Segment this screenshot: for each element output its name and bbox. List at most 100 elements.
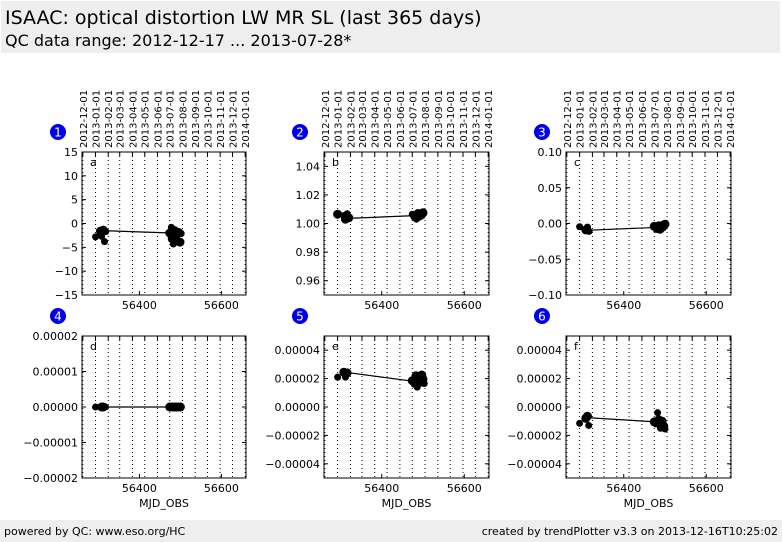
date-tick-label: 2014-01-01 bbox=[484, 90, 495, 148]
date-tick-label: 2013-10-01 bbox=[688, 90, 699, 148]
x-tick-label: 56600 bbox=[447, 482, 482, 495]
data-point bbox=[420, 380, 428, 388]
date-tick-label: 2013-06-01 bbox=[396, 90, 407, 148]
data-point bbox=[585, 227, 593, 235]
y-tick-label: 5 bbox=[71, 194, 78, 207]
y-tick-label: −0.05 bbox=[528, 253, 562, 266]
x-tick-label: 56600 bbox=[689, 482, 724, 495]
data-point bbox=[654, 409, 662, 417]
y-tick-label: 0.00000 bbox=[275, 401, 321, 414]
y-tick-label: 0.98 bbox=[296, 246, 321, 259]
date-tick-label: 2013-08-01 bbox=[421, 90, 432, 148]
date-tick-label: 2013-03-01 bbox=[600, 90, 611, 148]
y-tick-label: 1.02 bbox=[296, 189, 321, 202]
chart-panel-3: 2012-12-01 2013-01-01 2013-02-01 2013-03-01… bbox=[528, 90, 737, 312]
x-tick-label: 56400 bbox=[606, 482, 641, 495]
panel-number-badge bbox=[50, 308, 66, 324]
plot-frame bbox=[565, 151, 732, 296]
x-axis-label: MJD_OBS bbox=[139, 497, 189, 510]
date-tick-label: 2013-12-01 bbox=[228, 90, 239, 148]
date-tick-label: 2013-04-01 bbox=[371, 90, 382, 148]
page-title: ISAAC: optical distortion LW MR SL (last… bbox=[5, 7, 482, 29]
panel-label: c bbox=[574, 156, 580, 169]
date-tick-label: 2012-12-01 bbox=[563, 90, 574, 148]
chart-panel-4: −0.00002 −0.00001 0.00000 0.00001 0.00002 564… bbox=[23, 308, 247, 510]
date-tick-label: 2013-01-01 bbox=[576, 90, 587, 148]
data-point bbox=[177, 230, 185, 238]
y-tick-label: 0.00000 bbox=[33, 401, 79, 414]
footer-bar: powered by QC: www.eso.org/HC created by… bbox=[0, 520, 782, 542]
data-point bbox=[576, 419, 584, 427]
x-tick-label: 56600 bbox=[204, 299, 239, 312]
y-tick-label: 10 bbox=[64, 170, 78, 183]
data-point bbox=[660, 219, 670, 229]
data-point bbox=[334, 373, 342, 381]
data-point bbox=[92, 403, 100, 411]
footer-created-by: created by trendPlotter v3.3 on 2013-12-… bbox=[481, 525, 778, 538]
chart-panel-5: −0.00004 −0.00002 0.00000 0.00002 0.00004 564… bbox=[265, 308, 490, 510]
panel-number: 3 bbox=[538, 126, 546, 140]
panel-number-badge bbox=[292, 124, 308, 140]
chart-panel-1: 2012-12-01 2013-01-01 2013-02-01 2013-03-01… bbox=[50, 90, 252, 312]
panel-label: f bbox=[574, 340, 579, 353]
date-tick-label: 2013-11-01 bbox=[459, 90, 470, 148]
date-tick-label: 2013-07-01 bbox=[650, 90, 661, 148]
footer-powered-by: powered by QC: www.eso.org/HC bbox=[4, 525, 186, 538]
panel-number: 5 bbox=[296, 310, 304, 324]
data-point bbox=[333, 209, 343, 219]
date-tick-label: 2013-09-01 bbox=[434, 90, 445, 148]
page-subtitle: QC data range: 2012-12-17 ... 2013-07-28… bbox=[5, 31, 352, 50]
panel-label: b bbox=[332, 156, 339, 169]
date-tick-label: 2013-12-01 bbox=[471, 90, 482, 148]
x-tick-label: 56600 bbox=[447, 299, 482, 312]
date-tick-label: 2013-09-01 bbox=[676, 90, 687, 148]
y-tick-label: 0.00001 bbox=[33, 366, 79, 379]
y-tick-label: 0.00004 bbox=[275, 344, 321, 357]
panel-label: a bbox=[90, 156, 97, 169]
date-tick-label: 2013-12-01 bbox=[713, 90, 724, 148]
y-tick-label: −0.00002 bbox=[23, 472, 78, 485]
date-tick-label: 2013-09-01 bbox=[191, 90, 202, 148]
date-tick-label: 2013-11-01 bbox=[701, 90, 712, 148]
data-point bbox=[92, 233, 100, 241]
panel-number: 4 bbox=[54, 310, 62, 324]
date-tick-label: 2013-08-01 bbox=[663, 90, 674, 148]
data-point bbox=[661, 425, 669, 433]
plot-frame bbox=[323, 335, 490, 479]
y-tick-label: −0.00004 bbox=[507, 458, 562, 471]
date-tick-label: 2013-01-01 bbox=[334, 90, 345, 148]
data-point bbox=[576, 223, 584, 231]
date-tick-label: 2013-04-01 bbox=[128, 90, 139, 148]
y-tick-label: −15 bbox=[55, 289, 78, 302]
x-tick-label: 56400 bbox=[364, 482, 399, 495]
data-point bbox=[342, 368, 352, 378]
y-tick-label: 1.04 bbox=[296, 160, 321, 173]
panel-number-badge bbox=[50, 124, 66, 140]
date-tick-label: 2013-08-01 bbox=[178, 90, 189, 148]
x-tick-label: 56600 bbox=[689, 299, 724, 312]
y-tick-label: 1.00 bbox=[296, 218, 321, 231]
panel-label: d bbox=[90, 340, 97, 353]
x-tick-label: 56400 bbox=[364, 299, 399, 312]
date-tick-label: 2013-03-01 bbox=[358, 90, 369, 148]
chart-panel-6: −0.00004 −0.00002 0.00000 0.00002 0.00004 564… bbox=[507, 308, 732, 510]
y-tick-label: −0.00001 bbox=[23, 437, 78, 450]
date-tick-label: 2013-05-01 bbox=[383, 90, 394, 148]
panel-number: 1 bbox=[54, 126, 62, 140]
panel-label: e bbox=[332, 340, 339, 353]
date-tick-label: 2013-05-01 bbox=[141, 90, 152, 148]
trend-line bbox=[586, 226, 657, 231]
y-tick-label: 0.00002 bbox=[275, 373, 321, 386]
header-bar: ISAAC: optical distortion LW MR SL (last… bbox=[1, 1, 780, 53]
data-point bbox=[101, 238, 109, 246]
panel-number-badge bbox=[292, 308, 308, 324]
data-point bbox=[175, 237, 185, 247]
y-tick-label: −10 bbox=[55, 265, 78, 278]
date-tick-label: 2012-12-01 bbox=[321, 90, 332, 148]
data-point bbox=[102, 228, 110, 236]
y-tick-label: 0.00002 bbox=[517, 373, 563, 386]
data-point bbox=[582, 411, 592, 421]
date-tick-label: 2013-11-01 bbox=[216, 90, 227, 148]
y-tick-label: 0.05 bbox=[538, 182, 563, 195]
x-axis-label: MJD_OBS bbox=[382, 497, 432, 510]
